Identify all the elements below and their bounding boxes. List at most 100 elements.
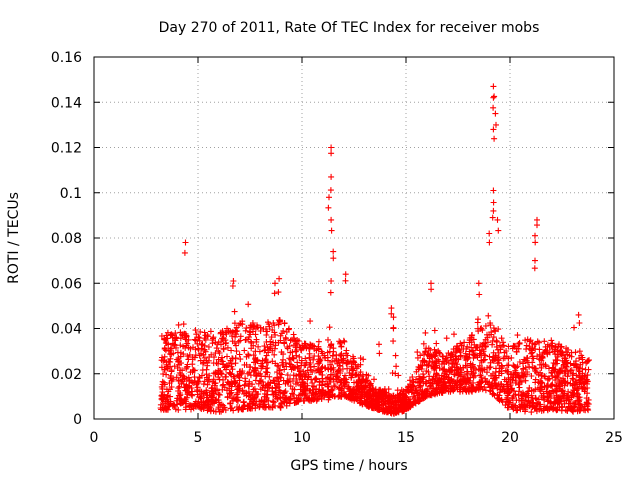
data-point: [325, 374, 331, 381]
data-point: [396, 397, 403, 403]
data-point: [564, 408, 571, 414]
data-point: [224, 353, 230, 360]
data-point: [275, 321, 282, 328]
data-point: [536, 346, 543, 353]
data-point: [342, 372, 348, 379]
data-point: [374, 406, 381, 413]
y-tick-label: 0.14: [51, 95, 82, 111]
data-point: [460, 378, 467, 384]
data-point: [319, 372, 326, 378]
data-point: [238, 371, 245, 377]
data-point: [338, 343, 345, 350]
data-point: [390, 399, 397, 406]
data-point: [550, 388, 557, 395]
data-point: [538, 407, 545, 414]
data-point: [186, 389, 193, 396]
data-point: [409, 374, 416, 380]
data-point: [579, 354, 586, 361]
data-point: [269, 326, 276, 333]
data-point: [250, 395, 257, 402]
data-point: [200, 390, 207, 397]
data-point: [226, 380, 233, 387]
data-point: [289, 390, 296, 397]
data-point: [586, 357, 592, 364]
x-tick-label: 10: [293, 430, 311, 446]
data-point: [534, 216, 540, 223]
data-point: [540, 350, 547, 357]
data-point: [227, 328, 234, 335]
data-point: [192, 327, 199, 334]
data-point: [512, 391, 519, 398]
data-point: [161, 379, 167, 386]
data-point: [529, 404, 536, 411]
data-point: [338, 386, 345, 393]
data-point: [514, 332, 521, 339]
data-point: [570, 404, 577, 411]
data-point: [315, 395, 321, 402]
data-point: [216, 350, 223, 356]
data-point: [202, 348, 209, 355]
data-point: [222, 407, 229, 414]
data-point: [471, 341, 478, 348]
data-point: [522, 337, 529, 344]
data-point: [294, 359, 301, 366]
data-point: [357, 399, 364, 406]
data-point: [274, 380, 280, 387]
data-point: [421, 359, 428, 365]
data-point: [187, 402, 194, 409]
data-point: [440, 376, 447, 383]
data-point: [215, 360, 222, 367]
data-point: [425, 345, 432, 352]
data-point: [252, 331, 259, 338]
data-point: [570, 370, 577, 377]
data-point: [454, 367, 461, 373]
data-point: [199, 372, 205, 379]
data-point: [376, 341, 382, 348]
data-point: [186, 378, 193, 385]
data-point: [436, 349, 443, 356]
data-point: [432, 391, 438, 398]
data-point: [269, 347, 276, 354]
data-point: [326, 324, 333, 331]
data-point: [350, 353, 356, 360]
data-point: [157, 401, 164, 408]
data-point: [289, 355, 296, 362]
data-point: [223, 339, 230, 346]
data-point: [209, 378, 216, 385]
data-point: [487, 359, 494, 366]
x-tick-label: 15: [397, 430, 415, 446]
data-point: [581, 386, 588, 392]
data-point: [278, 349, 285, 356]
data-point: [229, 333, 235, 340]
data-point: [252, 377, 259, 384]
data-point: [281, 390, 288, 397]
data-point: [327, 361, 334, 368]
data-point: [322, 365, 329, 372]
data-point: [490, 207, 497, 214]
data-point: [505, 388, 511, 395]
data-point: [470, 379, 477, 386]
data-point: [464, 362, 470, 369]
data-point: [466, 348, 473, 355]
data-point: [185, 356, 192, 363]
data-point: [490, 126, 497, 133]
data-point: [247, 404, 254, 411]
data-point: [517, 406, 524, 413]
data-point: [226, 369, 233, 376]
data-point: [167, 359, 174, 365]
data-point: [568, 349, 575, 356]
data-point: [280, 377, 287, 384]
data-point: [311, 363, 318, 370]
data-point: [216, 391, 223, 398]
data-point: [163, 371, 170, 378]
data-point: [387, 409, 394, 416]
data-point: [524, 371, 531, 378]
data-point: [254, 324, 261, 331]
data-point: [167, 345, 174, 352]
data-point: [191, 336, 198, 343]
data-point: [197, 328, 204, 335]
data-point: [543, 348, 550, 355]
data-point: [197, 394, 204, 401]
data-point: [274, 362, 281, 369]
data-point: [431, 327, 438, 334]
